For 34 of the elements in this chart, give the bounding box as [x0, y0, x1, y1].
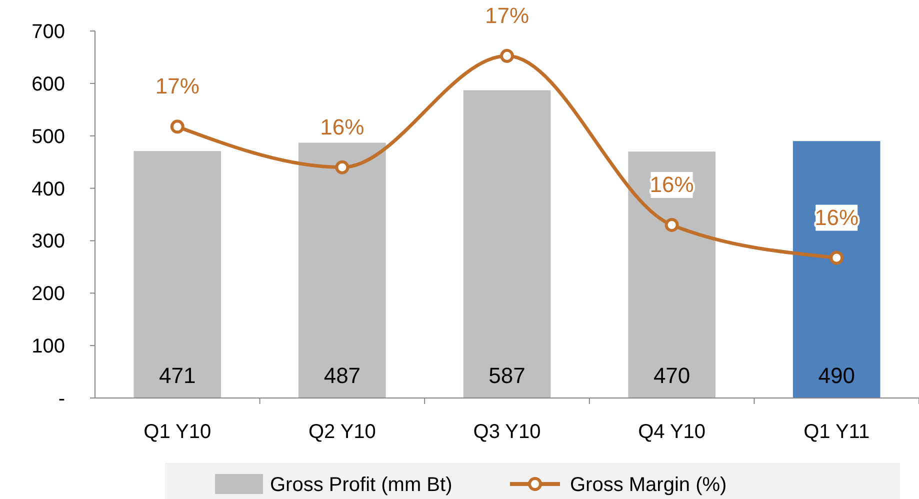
y-tick-label: 100 — [32, 336, 65, 358]
y-tick-label: 300 — [32, 230, 65, 253]
data-label: 587 — [488, 363, 526, 388]
y-tick-label: 500 — [32, 126, 65, 148]
data-label: 17% — [484, 2, 530, 28]
legend-label: Gross Profit (mm Bt) — [270, 474, 452, 496]
y-tick-label: 600 — [32, 73, 65, 96]
bar — [134, 151, 222, 398]
data-label: 17% — [155, 74, 200, 99]
x-tick-label: Q2 Y10 — [308, 421, 376, 443]
point — [830, 250, 844, 265]
data-label: 490 — [818, 363, 855, 388]
data-label: 470 — [653, 363, 690, 388]
data-label: 16% — [320, 114, 364, 140]
x-tick-label: Q4 Y10 — [638, 421, 706, 443]
point — [664, 218, 679, 232]
bar — [792, 141, 880, 398]
bar — [298, 142, 386, 398]
y-tick-label: - — [58, 388, 65, 410]
y-tick-label: 400 — [32, 178, 65, 200]
y-tick-label: 700 — [32, 21, 65, 43]
y-tick-label: 200 — [32, 283, 65, 306]
bar — [463, 90, 551, 398]
point — [335, 160, 350, 174]
x-tick-label: Q3 Y10 — [473, 421, 541, 443]
data-label: 471 — [159, 363, 196, 388]
bar — [628, 152, 716, 398]
x-tick-label: Q1 Y10 — [144, 421, 212, 443]
point — [500, 48, 514, 63]
data-label: 16% — [650, 172, 694, 197]
point — [170, 120, 184, 134]
x-tick-label: Q1 Y11 — [804, 421, 870, 443]
legend-label: Gross Margin (%) — [570, 474, 727, 496]
data-label: 487 — [324, 363, 361, 388]
